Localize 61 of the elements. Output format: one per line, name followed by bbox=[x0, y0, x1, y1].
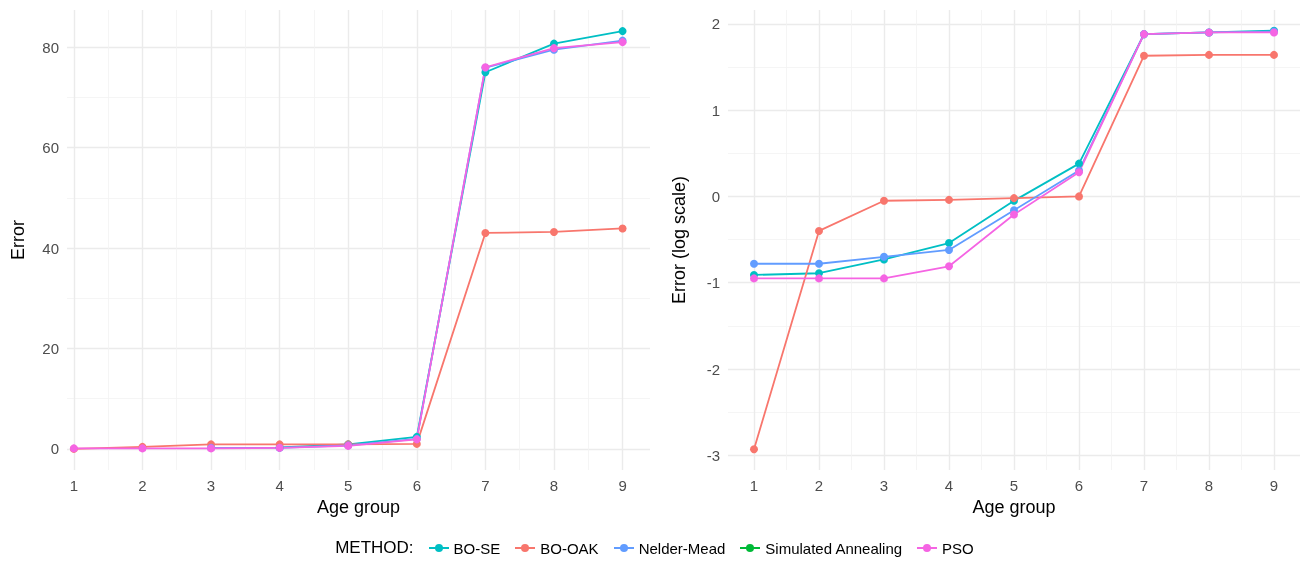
point bbox=[1010, 210, 1018, 219]
x-tick-label: 9 bbox=[618, 477, 627, 494]
point bbox=[618, 27, 627, 36]
x-tick-label: 4 bbox=[944, 477, 954, 494]
y-tick-label: 80 bbox=[42, 38, 59, 56]
point bbox=[1075, 159, 1083, 168]
y-tick-label: 40 bbox=[42, 239, 59, 257]
x-tick-label: 6 bbox=[1074, 477, 1084, 494]
y-tick-label: 2 bbox=[711, 15, 720, 33]
y-tick-label: -2 bbox=[706, 360, 720, 378]
y-tick-label: 60 bbox=[42, 139, 59, 157]
point bbox=[945, 239, 953, 248]
x-tick-label: 6 bbox=[412, 477, 421, 494]
legend-label: Simulated Annealing bbox=[765, 539, 903, 557]
x-tick-label: 3 bbox=[879, 477, 889, 494]
x-tick-label: 4 bbox=[275, 477, 284, 494]
x-tick-label: 2 bbox=[814, 477, 824, 494]
x-tick-label: 8 bbox=[1204, 477, 1214, 494]
point bbox=[481, 228, 490, 237]
point bbox=[815, 274, 823, 283]
x-tick-label: 1 bbox=[69, 477, 79, 494]
legend-label: BO-OAK bbox=[540, 539, 599, 557]
point bbox=[1075, 192, 1083, 201]
x-tick-label: 5 bbox=[1009, 477, 1019, 494]
x-tick-label: 8 bbox=[549, 477, 559, 494]
x-tick-label: 3 bbox=[206, 477, 216, 494]
y-tick-label: 20 bbox=[42, 339, 59, 357]
point bbox=[815, 259, 823, 268]
point bbox=[618, 224, 627, 233]
x-axis-title: Age group bbox=[316, 497, 401, 517]
x-axis-title: Age group bbox=[972, 497, 1056, 517]
point bbox=[750, 274, 758, 283]
point bbox=[549, 227, 558, 236]
x-tick-label: 1 bbox=[749, 477, 759, 494]
x-tick-label: 7 bbox=[481, 477, 490, 494]
point bbox=[880, 196, 888, 205]
point bbox=[1270, 50, 1278, 59]
legend-title: METHOD: bbox=[335, 538, 414, 558]
y-axis-title: Error bbox=[8, 220, 28, 260]
y-tick-label: 1 bbox=[711, 101, 720, 119]
point bbox=[750, 445, 758, 454]
x-tick-label: 5 bbox=[344, 477, 353, 494]
x-tick-label: 9 bbox=[1269, 477, 1279, 494]
point bbox=[815, 226, 823, 235]
point bbox=[750, 259, 758, 268]
point bbox=[945, 262, 953, 271]
point bbox=[1205, 50, 1213, 59]
x-tick-label: 7 bbox=[1139, 477, 1149, 494]
point bbox=[945, 195, 953, 204]
legend-label: PSO bbox=[942, 539, 974, 557]
legend-label: Nelder-Mead bbox=[638, 539, 726, 557]
y-tick-label: 0 bbox=[50, 440, 59, 458]
point bbox=[945, 245, 953, 254]
x-tick-label: 2 bbox=[138, 477, 147, 494]
y-tick-label: 0 bbox=[711, 187, 720, 205]
point bbox=[1140, 51, 1148, 60]
point bbox=[880, 274, 888, 283]
y-axis-title: Error (log scale) bbox=[669, 175, 689, 305]
legend-label: BO-SE bbox=[453, 539, 501, 557]
y-tick-label: -1 bbox=[706, 274, 720, 292]
y-tick-label: -3 bbox=[706, 446, 720, 464]
